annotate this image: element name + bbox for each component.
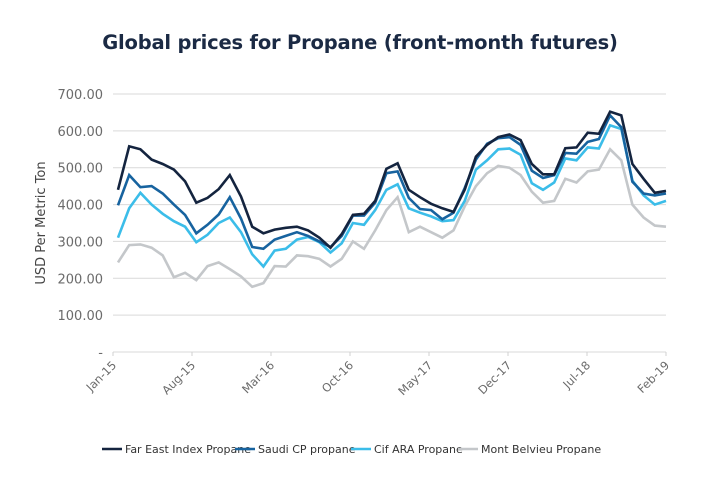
legend-item: Cif ARA Propane bbox=[351, 443, 463, 456]
chart-title: Global prices for Propane (front-month f… bbox=[102, 31, 618, 54]
series-line-mont-belvieu-propane bbox=[116, 147, 667, 289]
x-tick-label: Dec-17 bbox=[475, 358, 514, 397]
legend-label: Far East Index Propane bbox=[125, 443, 251, 456]
x-tick-label: May-17 bbox=[395, 358, 435, 398]
y-tick-label: 100.00 bbox=[58, 309, 104, 324]
y-tick-label: 500.00 bbox=[58, 162, 104, 177]
legend-item: Far East Index Propane bbox=[102, 443, 251, 456]
x-tick-label: Mar-16 bbox=[239, 358, 277, 396]
x-axis-ticks: Jan-15 Aug-15 Mar-16 Oct-16 May-17 Dec-17 Jul-… bbox=[83, 358, 672, 398]
x-axis bbox=[112, 352, 667, 356]
series-line-far-east-index-propane bbox=[116, 110, 667, 250]
x-tick-label: Oct-16 bbox=[319, 358, 356, 395]
legend-label: Mont Belvieu Propane bbox=[481, 443, 601, 456]
gridlines bbox=[113, 93, 666, 353]
series-line-saudi-cp-propane bbox=[116, 113, 667, 251]
legend: Far East Index Propane Saudi CP propane Ci… bbox=[102, 443, 601, 456]
y-tick-label: 300.00 bbox=[58, 235, 104, 250]
series-lines bbox=[116, 110, 667, 289]
y-axis-ticks: - 100.00 200.00 300.00 400.00 500.00 600.00 700… bbox=[58, 88, 104, 361]
legend-item: Mont Belvieu Propane bbox=[458, 443, 601, 456]
x-tick-label: Jan-15 bbox=[83, 358, 119, 394]
x-tick-label: Jul-18 bbox=[559, 358, 593, 392]
legend-label: Saudi CP propane bbox=[258, 443, 356, 456]
y-tick-label: 200.00 bbox=[58, 272, 104, 287]
series-line-cif-ara-propane bbox=[116, 123, 667, 269]
x-tick-label: Feb-19 bbox=[635, 358, 673, 396]
y-tick-label: - bbox=[98, 346, 103, 361]
y-tick-label: 400.00 bbox=[58, 199, 104, 214]
y-axis-title: USD Per Metric Ton bbox=[34, 161, 49, 284]
y-tick-label: 600.00 bbox=[58, 125, 104, 140]
legend-label: Cif ARA Propane bbox=[374, 443, 463, 456]
legend-item: Saudi CP propane bbox=[235, 443, 356, 456]
x-tick-label: Aug-15 bbox=[159, 358, 198, 397]
y-tick-label: 700.00 bbox=[58, 88, 104, 103]
